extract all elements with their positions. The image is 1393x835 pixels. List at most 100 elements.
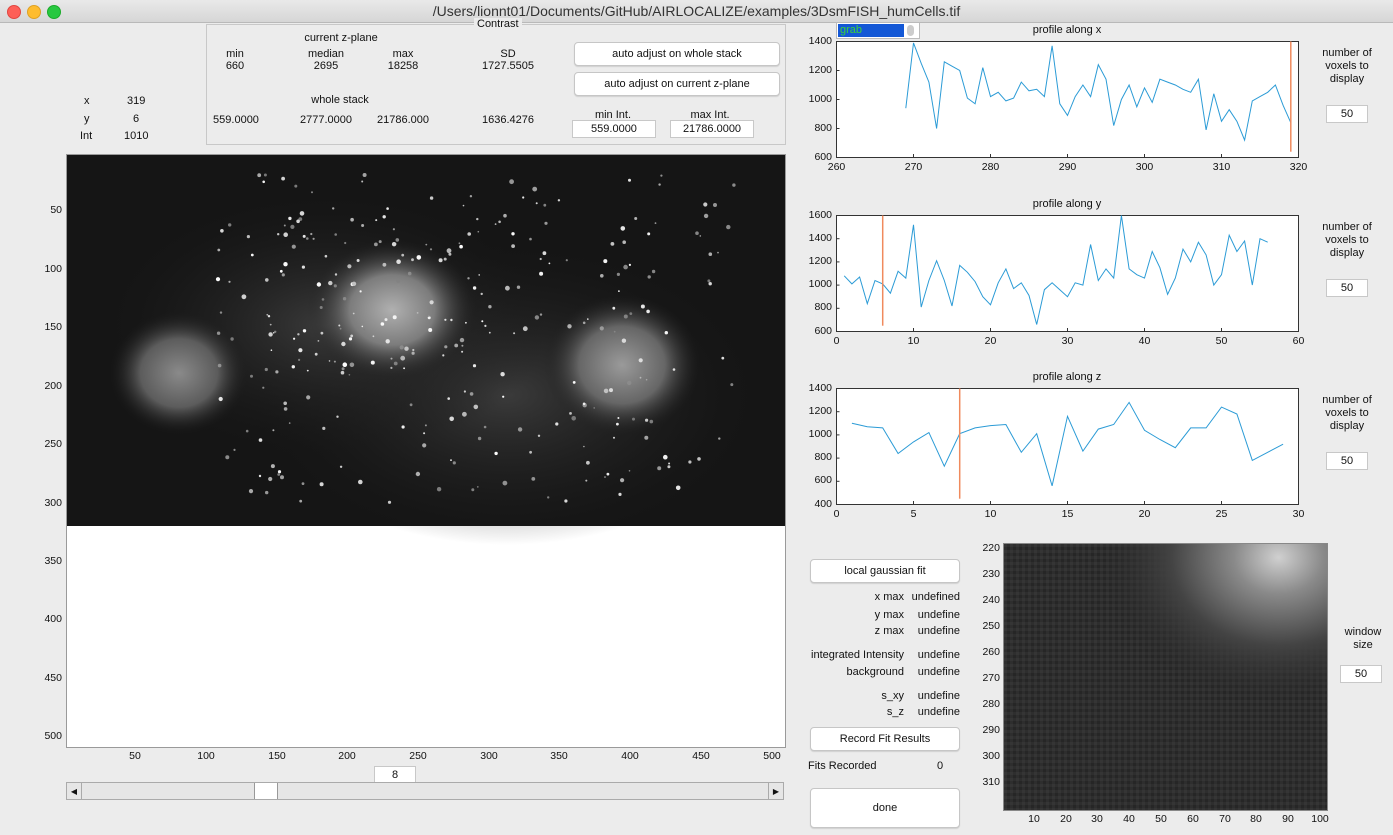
fish-spot <box>400 355 406 361</box>
profile-plot-0[interactable] <box>836 41 1300 159</box>
max-int-input[interactable]: 21786.0000 <box>670 120 754 138</box>
x-tick-label: 260 <box>827 161 846 173</box>
min-int-input[interactable]: 559.0000 <box>572 120 656 138</box>
fish-spot <box>448 252 452 256</box>
fish-spot <box>258 474 262 478</box>
done-button[interactable]: done <box>810 788 960 828</box>
slice-slider[interactable]: ◀ ▶ <box>66 782 784 800</box>
grab-toggle[interactable]: grab <box>836 22 920 39</box>
slider-thumb[interactable] <box>254 783 279 799</box>
fish-spot <box>291 244 296 249</box>
fit-param-value: undefine <box>917 666 960 678</box>
y-tick-label: 1200 <box>808 254 832 267</box>
y-tick-label: 600 <box>814 474 832 487</box>
close-window-button[interactable] <box>7 5 21 19</box>
window-size-input[interactable]: 50 <box>1340 665 1382 683</box>
image-y-tick-label: 350 <box>44 555 62 567</box>
fish-spot <box>476 486 479 488</box>
fish-spot <box>623 264 628 270</box>
fish-spot <box>542 251 547 256</box>
fit-param-label: integrated Intensity <box>811 649 904 661</box>
fish-spot <box>399 345 404 350</box>
y-tick-label: 600 <box>814 324 832 337</box>
col-min-label: min <box>226 48 244 60</box>
fish-spot <box>467 277 470 280</box>
voxels-to-display-input[interactable]: 50 <box>1326 105 1368 123</box>
fish-spot <box>628 178 631 182</box>
fish-spot <box>502 480 508 486</box>
fish-spot <box>444 318 447 321</box>
zoom-image-axes[interactable] <box>1003 543 1328 811</box>
fish-spot <box>267 315 271 318</box>
fish-spot <box>344 241 347 245</box>
fish-spot <box>532 186 538 192</box>
fish-spot <box>459 244 463 249</box>
voxels-to-display-input[interactable]: 50 <box>1326 452 1368 470</box>
col-max-label: max <box>392 48 414 60</box>
fish-spot <box>547 496 550 499</box>
fish-spot <box>516 285 521 289</box>
local-gaussian-fit-button[interactable]: local gaussian fit <box>810 559 960 583</box>
fish-spot <box>522 196 525 199</box>
fish-spot <box>411 258 414 262</box>
fish-spot <box>270 464 275 469</box>
fish-spot <box>248 489 254 494</box>
fish-spot <box>565 259 568 262</box>
whole-max-value: 21786.000 <box>377 114 429 126</box>
fish-spot <box>422 443 427 448</box>
auto-adjust-current-zplane-button[interactable]: auto adjust on current z-plane <box>574 72 780 96</box>
zoom-y-tick-label: 260 <box>982 646 1000 658</box>
fish-spot <box>336 415 339 418</box>
fish-spot <box>708 252 713 256</box>
fish-spot <box>390 366 393 369</box>
microscopy-image[interactable] <box>67 155 785 747</box>
profile-trace <box>905 42 1292 142</box>
auto-adjust-whole-stack-button[interactable]: auto adjust on whole stack <box>574 42 780 66</box>
minimize-window-button[interactable] <box>27 5 41 19</box>
fish-spot <box>436 487 442 492</box>
fish-spot <box>374 242 378 247</box>
fish-spot <box>350 217 354 222</box>
fish-spot <box>718 437 721 440</box>
fish-spot <box>342 297 347 301</box>
plot-frame <box>836 388 1299 505</box>
zoom-image[interactable] <box>1004 544 1327 810</box>
fish-spot <box>378 240 382 244</box>
voxels-to-display-input[interactable]: 50 <box>1326 279 1368 297</box>
fit-param-value: undefine <box>917 706 960 718</box>
image-y-tick-label: 450 <box>44 672 62 684</box>
fish-spot <box>609 388 613 393</box>
fish-spot <box>613 436 615 439</box>
x-tick-label: 300 <box>1135 161 1154 173</box>
whole-stack-header: whole stack <box>311 94 369 106</box>
y-tick-label: 1400 <box>808 34 832 47</box>
fish-spot <box>688 460 692 464</box>
fit-param-label: x max <box>874 591 904 603</box>
fish-spot <box>397 284 400 287</box>
image-y-tick-label: 100 <box>44 263 62 275</box>
fish-spot <box>382 215 386 219</box>
cursor-int-value: 1010 <box>124 130 149 142</box>
fish-spot <box>429 196 434 200</box>
slider-left-arrow-icon[interactable]: ◀ <box>67 783 82 799</box>
fish-spot <box>268 332 273 337</box>
zoom-window-button[interactable] <box>47 5 61 19</box>
fits-recorded-label: Fits Recorded <box>808 760 877 772</box>
fish-spot <box>427 316 431 320</box>
fish-spot <box>390 357 393 360</box>
profile-plot-1[interactable] <box>836 215 1300 333</box>
fish-spot <box>484 324 487 327</box>
fish-spot <box>730 383 734 387</box>
record-fit-results-button[interactable]: Record Fit Results <box>810 727 960 751</box>
fish-spot <box>708 282 712 286</box>
fish-spot <box>280 475 284 480</box>
main-image-axes[interactable] <box>66 154 786 748</box>
profile-plot-2[interactable] <box>836 388 1300 506</box>
fish-spot <box>283 224 286 227</box>
fish-spot <box>539 313 543 316</box>
image-y-tick-label: 200 <box>44 380 62 392</box>
nucleus-right <box>544 295 700 435</box>
whole-sd-value: 1636.4276 <box>482 114 534 126</box>
fish-spot <box>215 277 221 282</box>
slider-right-arrow-icon[interactable]: ▶ <box>768 783 783 799</box>
